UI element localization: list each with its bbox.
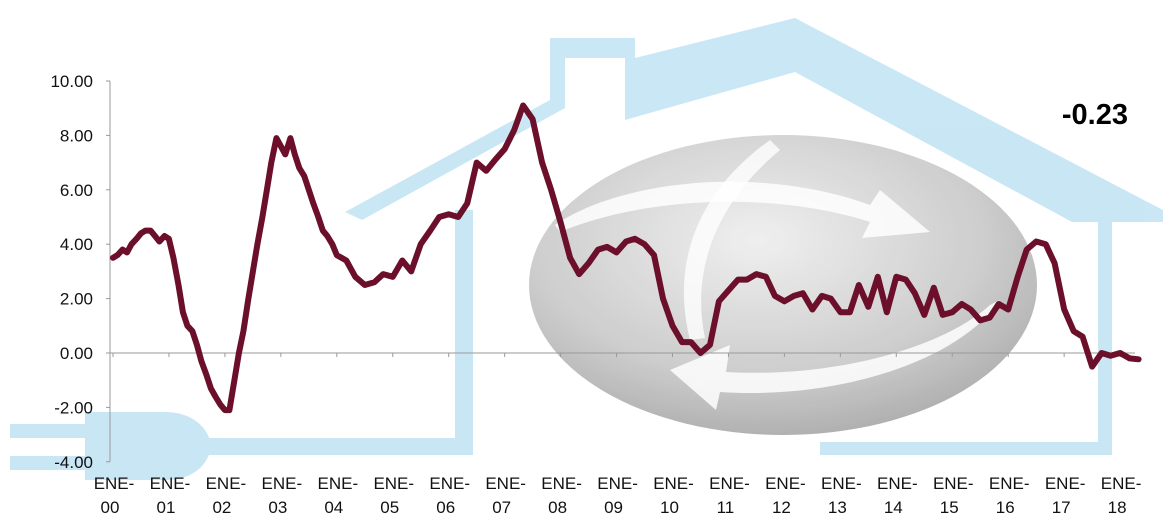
y-tick-label: 8.00 (60, 126, 93, 145)
x-tick-label-line1: ENE- (485, 474, 526, 493)
y-tick-label: 2.00 (60, 290, 93, 309)
x-tick-label-line2: 00 (101, 498, 120, 517)
x-tick-label-line2: 06 (436, 498, 455, 517)
sphere-arrow-center-icon (683, 140, 780, 340)
y-tick-label: -4.00 (54, 453, 93, 472)
x-tick-label-line1: ENE- (94, 474, 135, 493)
plug-prong-bottom-icon (10, 456, 90, 470)
x-tick-label-line2: 12 (772, 498, 791, 517)
x-tick-label-line1: ENE- (877, 474, 918, 493)
x-tick-label-line1: ENE- (373, 474, 414, 493)
x-tick-label-line1: ENE- (1045, 474, 1086, 493)
x-tick-label-line2: 07 (492, 498, 511, 517)
watermark-logo-icon (10, 18, 1163, 480)
x-tick-label-line1: ENE- (150, 474, 191, 493)
x-tick-label-line2: 16 (996, 498, 1015, 517)
x-tick-label-line1: ENE- (709, 474, 750, 493)
x-tick-label-line2: 05 (380, 498, 399, 517)
x-tick-label-line2: 08 (548, 498, 567, 517)
x-tick-label-line1: ENE- (262, 474, 303, 493)
x-tick-label-line1: ENE- (317, 474, 358, 493)
y-tick-label: 0.00 (60, 344, 93, 363)
x-tick-label-line1: ENE- (989, 474, 1030, 493)
x-tick-label-line1: ENE- (765, 474, 806, 493)
x-tick-label-line1: ENE- (933, 474, 974, 493)
y-tick-label: 4.00 (60, 235, 93, 254)
x-tick-label-line2: 03 (268, 498, 287, 517)
x-tick-label-line2: 14 (884, 498, 903, 517)
plug-icon (85, 412, 225, 480)
series-line (110, 102, 1142, 414)
sphere-arrow-bottom-icon (670, 300, 1000, 410)
x-tick-label-line1: ENE- (429, 474, 470, 493)
x-tick-label-line2: 02 (212, 498, 231, 517)
x-tick-label-line1: ENE- (653, 474, 694, 493)
house-outline-icon (345, 18, 1163, 455)
x-tick-label-line1: ENE- (541, 474, 582, 493)
x-axis-ticks: ENE- 00 ENE- 01 ENE- 02 ENE- 03 ENE- 04 ENE- 05 ENE-… (94, 353, 1142, 517)
x-tick-label-line2: 04 (324, 498, 343, 517)
plug-prong-top-icon (10, 424, 90, 438)
x-tick-label-line1: ENE- (821, 474, 862, 493)
x-tick-label-line2: 09 (604, 498, 623, 517)
house-floor-icon (185, 438, 473, 455)
latest-value-annotation: -0.23 (1062, 99, 1128, 131)
x-tick-label-line2: 11 (717, 498, 735, 517)
house-wall-left-icon (455, 210, 473, 455)
y-tick-label: 10.00 (50, 72, 93, 91)
x-tick-label-line2: 15 (940, 498, 959, 517)
x-tick-label-line2: 17 (1052, 498, 1071, 517)
x-tick-label-line1: ENE- (206, 474, 247, 493)
sphere-arrow-top-icon (555, 181, 930, 238)
x-tick-label-line2: 01 (156, 498, 175, 517)
x-tick-label-line1: ENE- (1101, 474, 1142, 493)
y-axis-ticks: -4.00 -2.00 0.00 2.00 4.00 6.00 8.00 10.00 (50, 72, 110, 472)
y-tick-label: -2.00 (54, 398, 93, 417)
series-group (110, 102, 1142, 414)
x-tick-label-line2: 18 (1108, 498, 1127, 517)
x-tick-label-line2: 10 (660, 498, 679, 517)
x-tick-label-line1: ENE- (597, 474, 638, 493)
y-tick-label: 6.00 (60, 181, 93, 200)
x-tick-label-line2: 13 (828, 498, 847, 517)
